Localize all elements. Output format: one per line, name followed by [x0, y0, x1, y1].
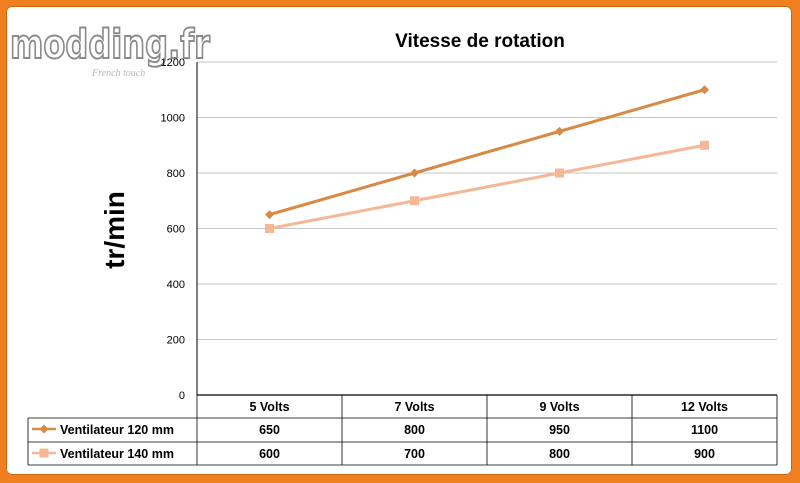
data-point [555, 168, 564, 178]
chart-frame [6, 6, 792, 475]
x-tick-label: 12 Volts [681, 400, 728, 414]
data-label: 900 [694, 447, 715, 461]
legend-entry: Ventilateur 140 mm [60, 447, 174, 461]
y-tick-label: 400 [167, 279, 185, 291]
x-tick-label: 9 Volts [539, 400, 579, 414]
chart-title: Vitesse de rotation [395, 31, 565, 52]
watermark-tagline: French touch [91, 68, 145, 79]
x-tick-label: 5 Volts [249, 400, 289, 414]
data-point [265, 210, 274, 220]
y-tick-label: 200 [167, 335, 185, 347]
y-axis-label: tr/min [99, 191, 130, 269]
watermark-logo: modding.fr French touch [9, 21, 211, 79]
data-table: 5 Volts 7 Volts 9 Volts 12 Volts Ventilateur… [27, 394, 778, 466]
data-label: 650 [259, 423, 280, 437]
y-tick-label: 1200 [161, 57, 185, 69]
y-tick-label: 600 [167, 224, 185, 236]
data-point [555, 126, 564, 136]
data-point [410, 196, 419, 206]
data-label: 800 [549, 447, 570, 461]
x-tick-label: 7 Volts [394, 400, 434, 414]
grid [196, 61, 777, 396]
data-label: 1100 [691, 423, 718, 437]
data-point [700, 140, 709, 150]
legend-key-marker [39, 424, 49, 434]
watermark-logo-text: modding.fr [10, 22, 210, 68]
series-line [269, 88, 705, 217]
y-tick-label: 0 [179, 390, 185, 402]
series-layer [265, 85, 709, 233]
data-point [410, 168, 419, 178]
y-tick-label: 800 [167, 168, 185, 180]
data-label: 950 [549, 423, 570, 437]
legend-key-marker [39, 448, 49, 458]
series-line [269, 143, 705, 230]
data-label: 600 [259, 447, 280, 461]
data-point [700, 85, 709, 95]
y-axis-ticks: 0 200 400 600 800 1000 1200 [161, 57, 185, 402]
data-label: 800 [404, 423, 425, 437]
data-point [265, 224, 274, 233]
data-label: 700 [404, 447, 425, 461]
legend-entry: Ventilateur 120 mm [60, 423, 174, 437]
y-tick-label: 1000 [161, 113, 185, 125]
